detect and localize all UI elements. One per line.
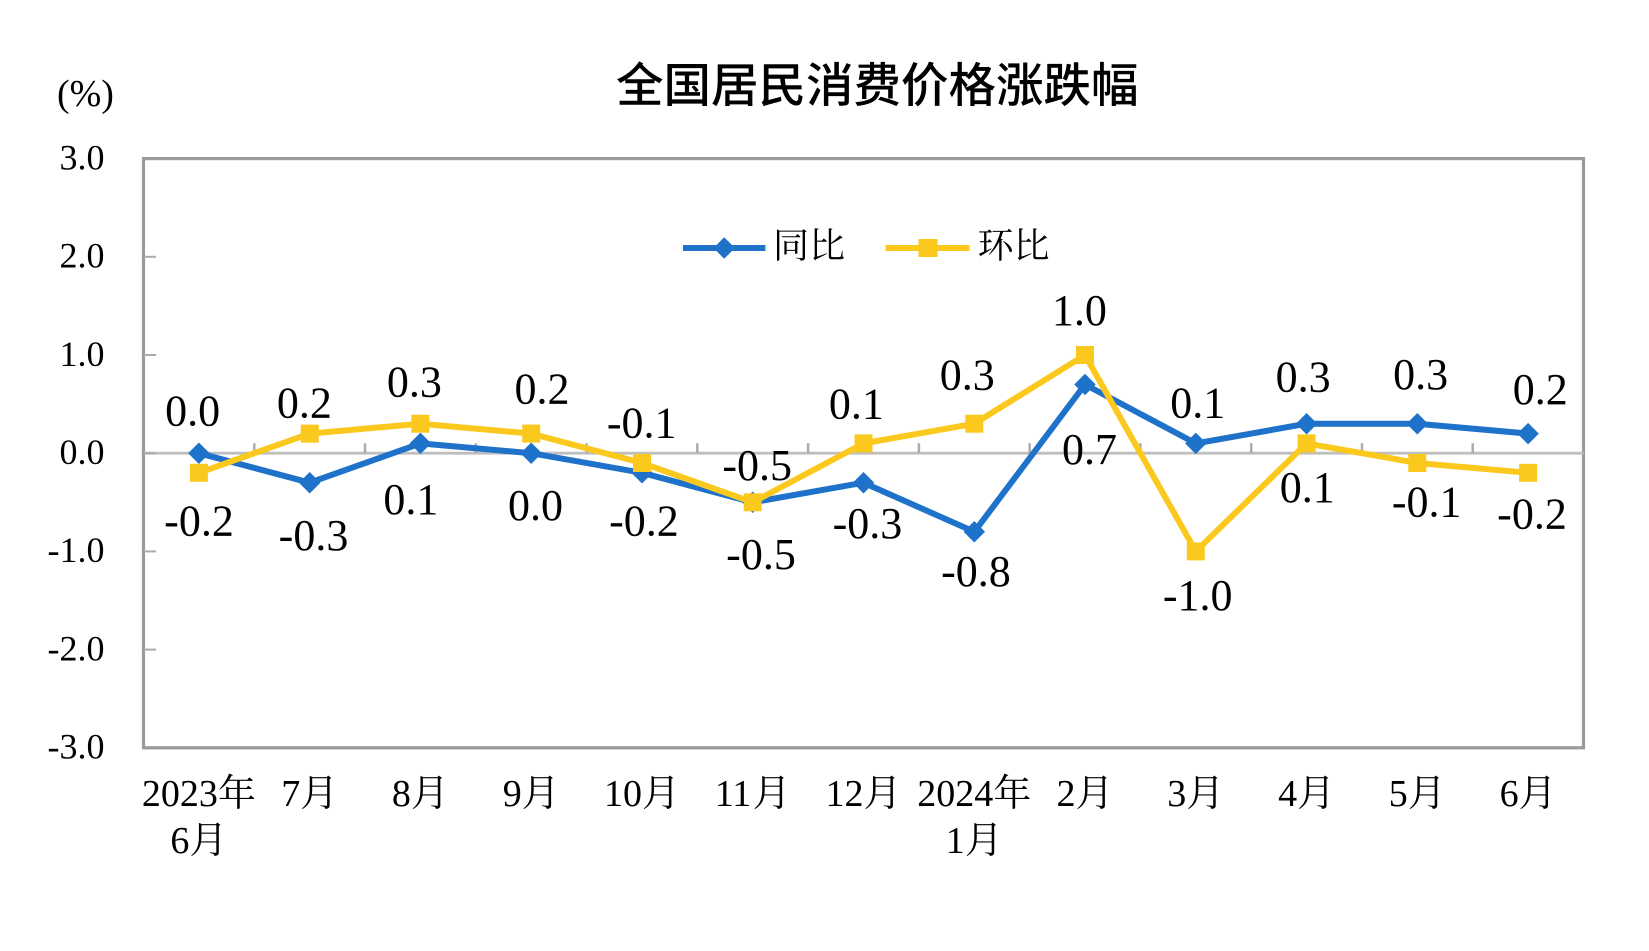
svg-text:0.2: 0.2: [515, 364, 570, 413]
svg-text:0.1: 0.1: [1170, 379, 1225, 428]
svg-text:1.0: 1.0: [1052, 286, 1107, 335]
svg-text:-0.5: -0.5: [722, 441, 792, 490]
svg-text:0.3: 0.3: [1276, 353, 1331, 402]
svg-text:0.2: 0.2: [277, 378, 332, 427]
svg-text:12: 12: [826, 773, 864, 815]
svg-text:-0.1: -0.1: [607, 399, 677, 448]
svg-text:-0.1: -0.1: [1392, 478, 1462, 527]
svg-text:1.0: 1.0: [60, 334, 105, 374]
svg-text:-3.0: -3.0: [48, 727, 105, 767]
svg-text:0.2: 0.2: [1513, 365, 1568, 414]
svg-text:8: 8: [392, 773, 411, 815]
svg-text:6: 6: [170, 820, 189, 862]
svg-text:10: 10: [604, 773, 642, 815]
svg-text:-0.2: -0.2: [1497, 490, 1567, 539]
svg-text:4: 4: [1278, 773, 1297, 815]
svg-text:0.0: 0.0: [508, 481, 563, 530]
svg-text:0.3: 0.3: [940, 351, 995, 400]
svg-text:11: 11: [715, 773, 752, 815]
svg-text:-0.8: -0.8: [941, 547, 1011, 596]
svg-text:0.0: 0.0: [165, 387, 220, 436]
svg-text:2: 2: [1057, 773, 1076, 815]
svg-text:-2.0: -2.0: [48, 628, 105, 668]
svg-text:3: 3: [1167, 773, 1186, 815]
svg-text:0.1: 0.1: [1280, 463, 1335, 512]
svg-text:5: 5: [1389, 773, 1408, 815]
svg-text:9: 9: [503, 773, 522, 815]
svg-text:0.1: 0.1: [383, 475, 438, 524]
svg-text:-1.0: -1.0: [48, 530, 105, 570]
svg-text:-0.2: -0.2: [164, 497, 234, 546]
svg-text:-1.0: -1.0: [1163, 571, 1233, 620]
svg-text:0.3: 0.3: [387, 357, 442, 406]
svg-text:0.3: 0.3: [1393, 350, 1448, 399]
svg-text:0.0: 0.0: [60, 432, 105, 472]
svg-text:3.0: 3.0: [60, 137, 105, 177]
svg-text:-0.3: -0.3: [279, 511, 349, 560]
svg-text:6: 6: [1500, 773, 1519, 815]
svg-text:1: 1: [946, 820, 965, 862]
svg-text:2023: 2023: [142, 773, 218, 815]
svg-text:-0.2: -0.2: [609, 497, 679, 546]
svg-text:(%): (%): [57, 73, 114, 115]
svg-text:0.1: 0.1: [829, 379, 884, 428]
svg-text:7: 7: [281, 773, 300, 815]
svg-text:-0.5: -0.5: [726, 530, 796, 579]
svg-text:2024: 2024: [917, 773, 993, 815]
svg-text:-0.3: -0.3: [833, 499, 903, 548]
svg-text:0.7: 0.7: [1062, 425, 1117, 474]
svg-text:2.0: 2.0: [60, 236, 105, 276]
